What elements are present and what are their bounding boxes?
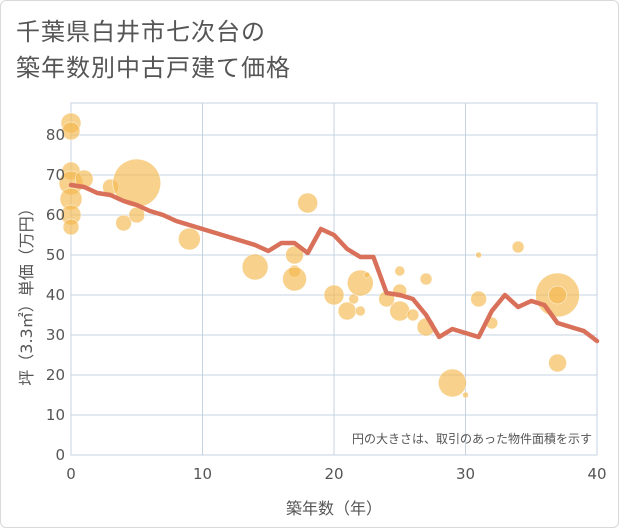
- bubble: [470, 290, 487, 308]
- average-line-layer: [68, 182, 600, 344]
- bubble: [178, 227, 201, 251]
- bubble: [61, 121, 81, 141]
- bubble: [323, 284, 345, 306]
- y-tick-label: 50: [46, 246, 65, 264]
- chart-title-line1: 千葉県白井市七次台の: [16, 18, 266, 46]
- x-tick-label: 40: [587, 465, 606, 483]
- bubble-size-note: 円の大きさは、取引のあった物件面積を示す: [352, 431, 592, 446]
- bubble: [548, 353, 567, 373]
- y-tick-label: 0: [55, 446, 65, 464]
- x-tick-label: 0: [66, 465, 76, 483]
- bubble: [389, 300, 410, 322]
- grid-lines: [70, 102, 598, 456]
- bubble: [406, 308, 420, 322]
- x-tick-label: 30: [456, 465, 475, 483]
- chart-title-line2: 築年数別中古戸建て価格: [16, 54, 291, 82]
- chart-title: 千葉県白井市七次台の 築年数別中古戸建て価格: [16, 14, 291, 86]
- y-tick-label: 20: [46, 366, 65, 384]
- bubble: [511, 240, 525, 254]
- y-tick-label: 70: [46, 166, 65, 184]
- x-tick-label: 20: [324, 465, 343, 483]
- bubble: [115, 214, 132, 232]
- bubble: [62, 218, 80, 236]
- bubble: [241, 253, 269, 281]
- bubble: [548, 285, 567, 305]
- bubble: [282, 266, 307, 292]
- bubbles-layer: [58, 112, 580, 399]
- x-tick-label: 10: [193, 465, 212, 483]
- y-tick-label: 30: [46, 326, 65, 344]
- y-tick-label: 10: [46, 406, 65, 424]
- bubble: [337, 301, 357, 321]
- y-tick-label: 80: [46, 126, 65, 144]
- average-price-line: [68, 182, 600, 344]
- bubble: [438, 368, 467, 398]
- bubble: [355, 305, 366, 317]
- bubble: [419, 272, 433, 286]
- x-axis-title: 築年数（年）: [286, 499, 382, 518]
- bubble: [462, 391, 469, 399]
- y-axis-title: 坪（3.3㎡）単価（万円）: [17, 200, 36, 385]
- tick-labels: 0 10 20 30 40 50 60 70 80 0 10 20 30 40: [46, 126, 607, 483]
- bubble: [394, 265, 405, 277]
- bubble: [363, 271, 371, 279]
- bubble: [297, 192, 318, 214]
- bubble: [285, 245, 304, 265]
- y-tick-label: 60: [46, 206, 65, 224]
- bubble: [475, 251, 482, 259]
- y-tick-label: 40: [46, 286, 65, 304]
